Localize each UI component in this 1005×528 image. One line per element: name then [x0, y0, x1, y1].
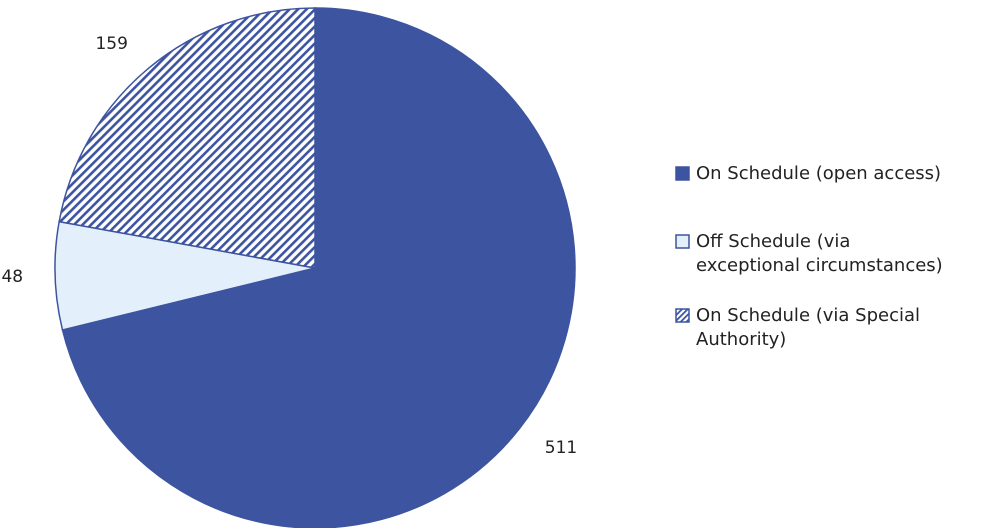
legend-swatch-on-schedule-special-authority — [675, 308, 690, 323]
pie-slices — [54, 7, 576, 528]
legend: On Schedule (open access) Off Schedule (v… — [675, 163, 943, 350]
pie-slice-on-schedule-open-access — [61, 7, 576, 528]
legend-label-on-schedule-special-authority: On Schedule (via Special — [696, 305, 920, 326]
data-label-off-schedule-exceptional: 48 — [1, 267, 23, 287]
pie-data-labels: 511 48 159 — [1, 34, 577, 458]
legend-item-on-schedule-open-access: On Schedule (open access) — [675, 163, 941, 184]
pie-slice-off-schedule-exceptional — [54, 220, 316, 331]
legend-swatch-on-schedule-open-access — [675, 166, 690, 181]
data-label-on-schedule-open-access: 511 — [545, 438, 577, 458]
legend-label-off-schedule-exceptional: Off Schedule (via — [696, 231, 850, 252]
legend-label-on-schedule-open-access: On Schedule (open access) — [696, 163, 941, 184]
data-label-on-schedule-special-authority: 159 — [95, 34, 127, 54]
pie-slice-on-schedule-special-authority — [58, 7, 316, 269]
legend-swatch-off-schedule-exceptional — [675, 234, 690, 249]
legend-item-on-schedule-special-authority: On Schedule (via Special Authority) — [675, 305, 920, 350]
legend-label-on-schedule-special-authority-line2: Authority) — [696, 329, 786, 350]
legend-label-off-schedule-exceptional-line2: exceptional circumstances) — [696, 255, 943, 276]
legend-item-off-schedule-exceptional: Off Schedule (via exceptional circumstanc… — [675, 231, 943, 276]
